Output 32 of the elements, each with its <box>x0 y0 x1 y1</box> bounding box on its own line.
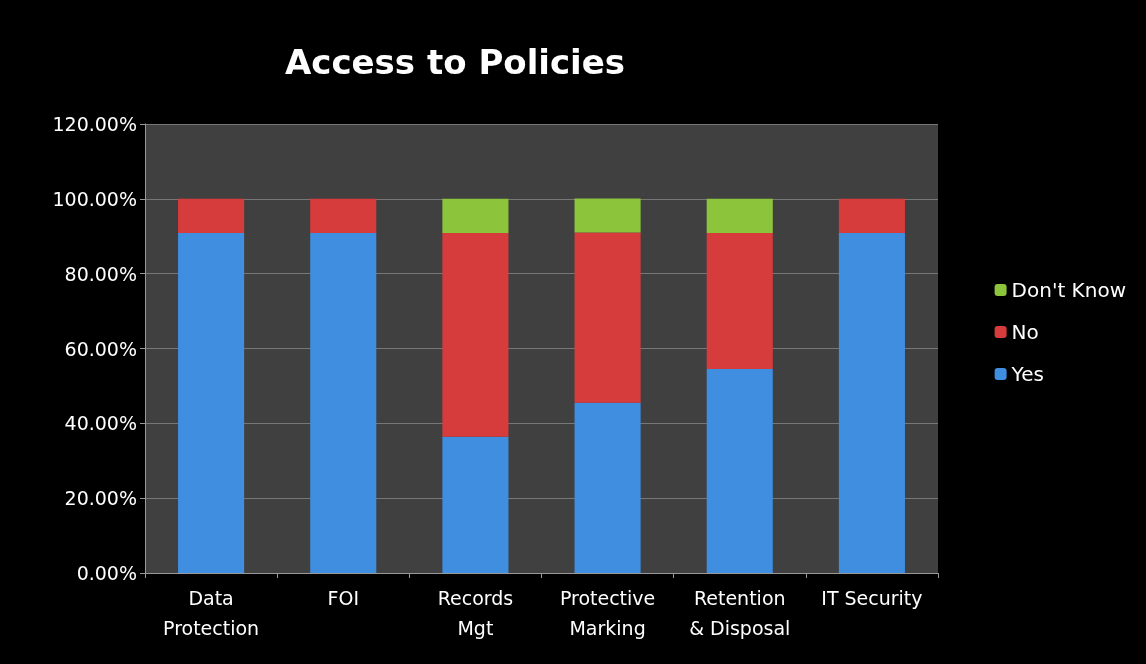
legend-label: No <box>1011 320 1039 344</box>
bar <box>574 402 641 573</box>
y-tick-label: 60.00% <box>64 337 137 360</box>
bar <box>838 232 905 573</box>
bar <box>442 232 509 437</box>
x-tick-label: FOI <box>327 587 359 609</box>
x-tick-label: IT Security <box>821 587 923 609</box>
legend-label: Don't Know <box>1011 278 1127 302</box>
bar <box>706 232 773 370</box>
y-tick-label: 100.00% <box>52 187 137 210</box>
bar <box>178 232 245 573</box>
bar <box>442 436 509 573</box>
bar <box>706 369 773 573</box>
bar <box>310 198 377 233</box>
x-tick-label: Data Protection <box>163 587 260 639</box>
bar <box>706 198 773 233</box>
bar <box>178 198 245 233</box>
x-tick-label: Retention & Disposal <box>689 587 791 639</box>
x-tick-label: Records Mgt <box>437 587 514 639</box>
chart-title: Access to Policies <box>284 42 626 82</box>
bar <box>574 232 641 403</box>
bar <box>442 198 509 233</box>
y-tick-label: 80.00% <box>64 262 137 285</box>
bar <box>574 198 641 233</box>
y-tick-label: 20.00% <box>64 487 137 510</box>
y-tick-label: 120.00% <box>52 113 137 135</box>
bar <box>310 232 377 573</box>
y-tick-label: 0.00% <box>76 562 137 584</box>
y-tick-label: 40.00% <box>64 412 137 435</box>
x-tick-label: Protective Marking <box>559 587 656 639</box>
legend-label: Yes <box>1010 362 1044 386</box>
bar <box>838 198 905 233</box>
